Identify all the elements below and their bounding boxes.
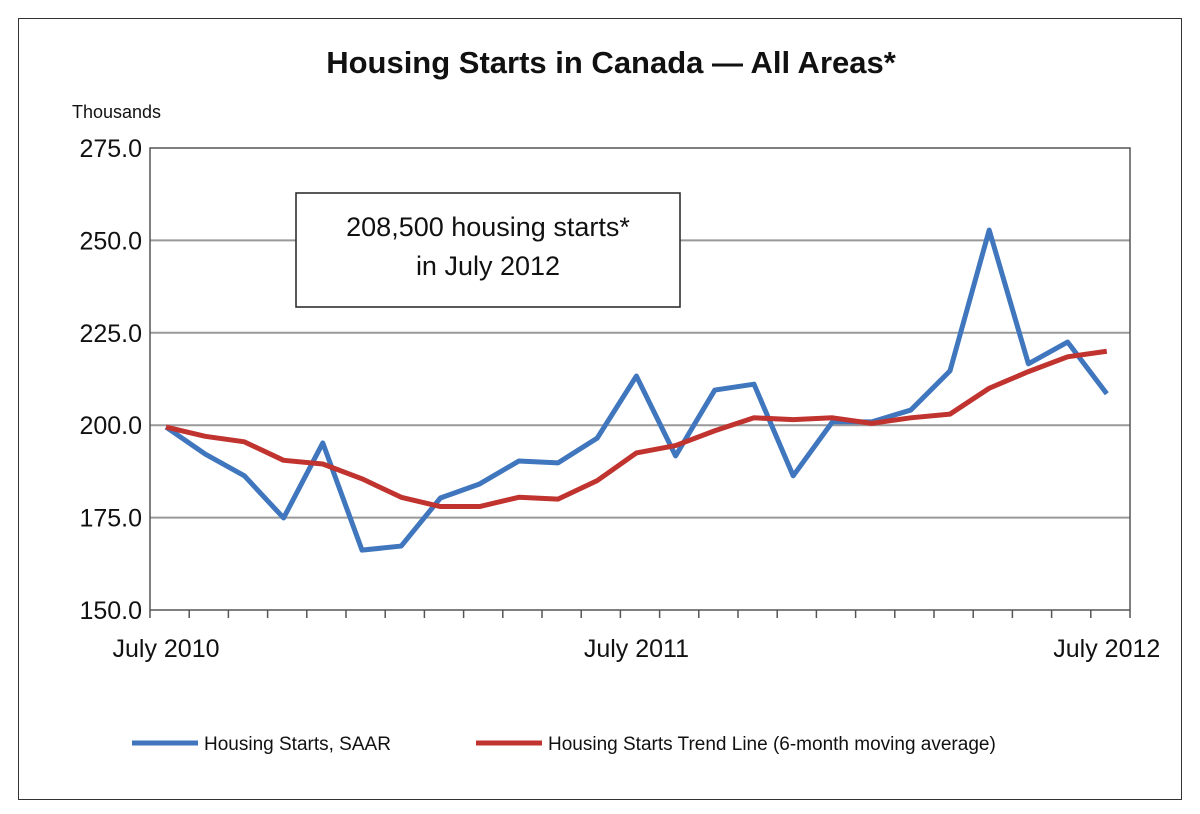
- y-tick-label: 200.0: [79, 412, 142, 440]
- y-tick-label: 250.0: [79, 227, 142, 255]
- y-tick-label: 225.0: [79, 320, 142, 348]
- plot-area: [149, 147, 1131, 611]
- annotation-line-2: in July 2012: [416, 251, 560, 281]
- chart-title: Housing Starts in Canada — All Areas*: [326, 45, 897, 80]
- x-tick-label: July 2012: [1053, 635, 1160, 663]
- legend-label-saar: Housing Starts, SAAR: [204, 734, 391, 755]
- annotation-box: 208,500 housing starts* in July 2012: [295, 192, 681, 308]
- y-axis-label: Thousands: [72, 102, 161, 122]
- chart-frame: [18, 18, 1182, 800]
- x-tick-label: July 2010: [112, 635, 219, 663]
- y-tick-label: 275.0: [79, 135, 142, 163]
- x-tick-label: July 2011: [584, 635, 689, 663]
- legend-label-trend: Housing Starts Trend Line (6-month movin…: [548, 734, 996, 755]
- y-tick-label: 150.0: [79, 597, 142, 625]
- y-tick-label: 175.0: [79, 505, 142, 533]
- annotation-line-1: 208,500 housing starts*: [346, 212, 630, 242]
- legend: Housing Starts, SAAR Housing Starts Tren…: [132, 734, 996, 755]
